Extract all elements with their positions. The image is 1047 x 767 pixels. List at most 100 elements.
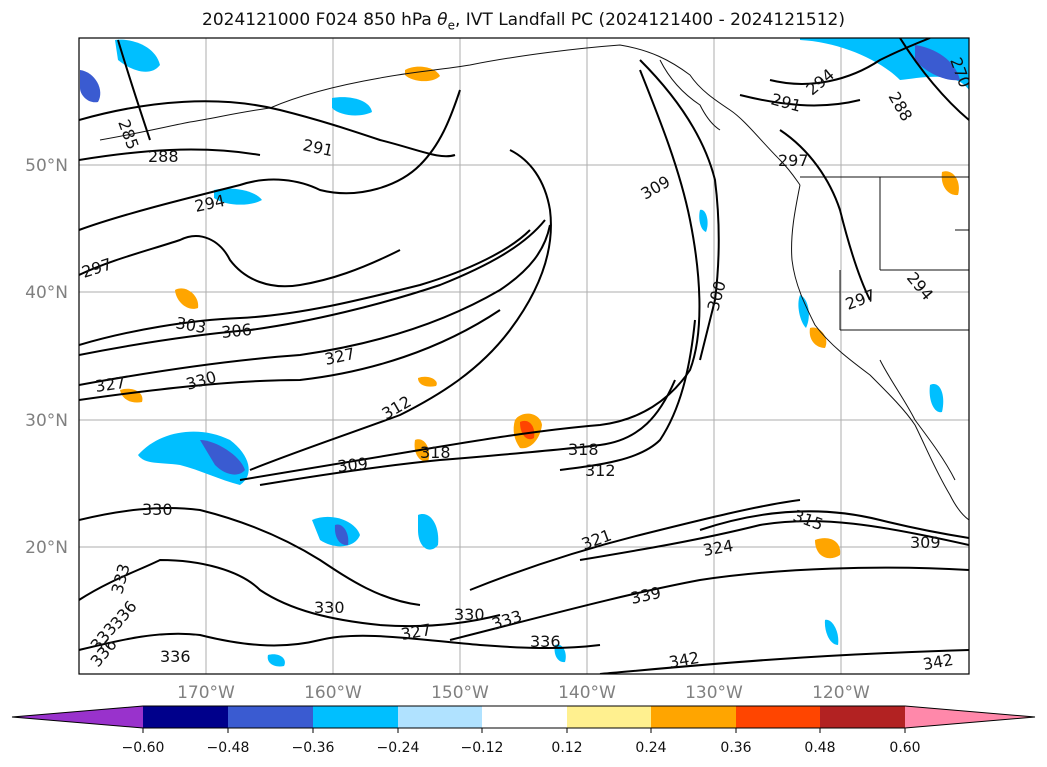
negative-pc-core	[200, 440, 245, 475]
colorbar-tick-label: −0.24	[377, 740, 420, 756]
aleutian-islands	[99, 107, 271, 141]
contour-321	[469, 499, 801, 591]
contour-312b	[559, 319, 696, 471]
contour-label: 312	[585, 461, 616, 480]
contour-315	[699, 510, 969, 539]
contour-label: 336	[160, 647, 191, 666]
colorbar-tick-label: 0.60	[889, 740, 920, 756]
positive-pc-region	[809, 327, 827, 348]
contour-291b	[739, 94, 861, 107]
state-borders	[839, 177, 969, 331]
colorbar-tick-label: 0.24	[635, 740, 666, 756]
negative-pc-region	[824, 619, 839, 645]
contour-327	[79, 224, 551, 386]
colorbar-tick-label: −0.12	[461, 740, 504, 756]
contour-333	[79, 558, 501, 628]
theta-subscript: e	[447, 18, 455, 33]
latitude-label: 50°N	[25, 156, 68, 176]
colorbar-swatch	[228, 706, 313, 728]
negative-pc-region	[418, 514, 439, 550]
longitude-label: 130°W	[685, 683, 743, 703]
contour-294	[79, 89, 461, 231]
title-suffix: , IVT Landfall PC (2024121400 - 20241215…	[454, 10, 845, 30]
contour-324	[579, 520, 969, 561]
colorbar-tick-label: 0.36	[720, 740, 751, 756]
colorbar-swatch	[143, 706, 228, 728]
title-prefix: 2024121000 F024 850 hPa	[202, 10, 438, 30]
contour-339	[449, 566, 969, 641]
map-title: 2024121000 F024 850 hPa θe, IVT Landfall…	[0, 10, 1047, 32]
contour-label: 309	[336, 454, 368, 476]
longitude-label: 170°W	[177, 683, 235, 703]
colorbar-swatch	[567, 706, 651, 728]
negative-pc-core	[334, 524, 349, 546]
coastlines	[99, 44, 969, 521]
colorbar-tick-label: 0.12	[551, 740, 582, 756]
contour-label: 306	[220, 320, 252, 342]
ivt-pc-shading	[80, 38, 969, 667]
contour-label: 309	[910, 533, 941, 552]
colorbar-extend-high	[905, 706, 1035, 728]
contour-label: 336	[530, 632, 561, 651]
theta-e-contours	[79, 38, 969, 674]
contour-330b	[79, 507, 421, 606]
west-coast	[791, 184, 969, 521]
longitude-label: 160°W	[304, 683, 362, 703]
colorbar-tick-label: −0.48	[207, 740, 250, 756]
contour-label: 330	[142, 500, 173, 519]
negative-pc-region	[267, 654, 285, 667]
colorbar: −0.60 −0.48 −0.36 −0.24 −0.12 0.12 0.24 …	[11, 705, 1036, 756]
colorbar-tick-label: −0.60	[122, 740, 165, 756]
contour-297b	[779, 129, 871, 301]
contour-label: 318	[420, 443, 451, 462]
positive-pc-region	[418, 376, 437, 387]
negative-pc-region	[214, 188, 262, 205]
contour-label: 330	[314, 598, 345, 617]
colorbar-swatch	[313, 706, 398, 728]
colorbar-swatch	[736, 706, 820, 728]
contour-291	[79, 100, 456, 158]
contour-288	[79, 148, 261, 161]
contour-342	[599, 649, 969, 674]
colorbar-swatch	[651, 706, 736, 728]
colorbar-swatch	[398, 706, 482, 728]
colorbar-tick-label: −0.36	[292, 740, 335, 756]
contour-312	[249, 149, 552, 471]
contour-label: 327	[94, 373, 127, 396]
contour-300	[639, 59, 720, 361]
latitude-label: 20°N	[25, 538, 68, 558]
contour-label: 330	[454, 605, 485, 624]
negative-pc-region	[332, 97, 372, 116]
contour-309	[239, 69, 701, 481]
negative-pc-region	[138, 431, 249, 485]
negative-pc-region	[929, 384, 944, 413]
colorbar-extend-low	[12, 706, 143, 728]
alaska-panhandle	[659, 59, 721, 131]
contour-330	[79, 309, 501, 401]
negative-pc-core	[915, 45, 960, 81]
contour-297	[79, 235, 401, 288]
contour-306	[79, 219, 546, 356]
longitude-axis: 170°W 160°W 150°W 140°W 130°W 120°W	[177, 683, 870, 703]
colorbar-ticks	[142, 728, 906, 733]
contour-285	[117, 39, 151, 141]
plot-frame	[78, 37, 970, 675]
contour-294b	[769, 38, 931, 85]
colorbar-swatch	[820, 706, 905, 728]
negative-pc-region	[80, 70, 101, 103]
longitude-label: 150°W	[431, 683, 489, 703]
contour-label: 297	[778, 151, 809, 170]
colorbar-swatch	[482, 706, 567, 728]
contour-318	[259, 379, 676, 486]
latitude-axis: 50°N 40°N 30°N 20°N	[25, 156, 68, 558]
negative-pc-region	[798, 295, 809, 328]
negative-pc-region	[699, 209, 708, 232]
colorbar-tick-label: 0.48	[804, 740, 835, 756]
longitude-label: 120°W	[812, 683, 870, 703]
baja-coast	[879, 359, 956, 481]
contour-label: 318	[568, 440, 599, 459]
alaska-coast	[269, 44, 801, 186]
contour-270	[899, 38, 969, 121]
theta-symbol: θ	[437, 10, 448, 30]
